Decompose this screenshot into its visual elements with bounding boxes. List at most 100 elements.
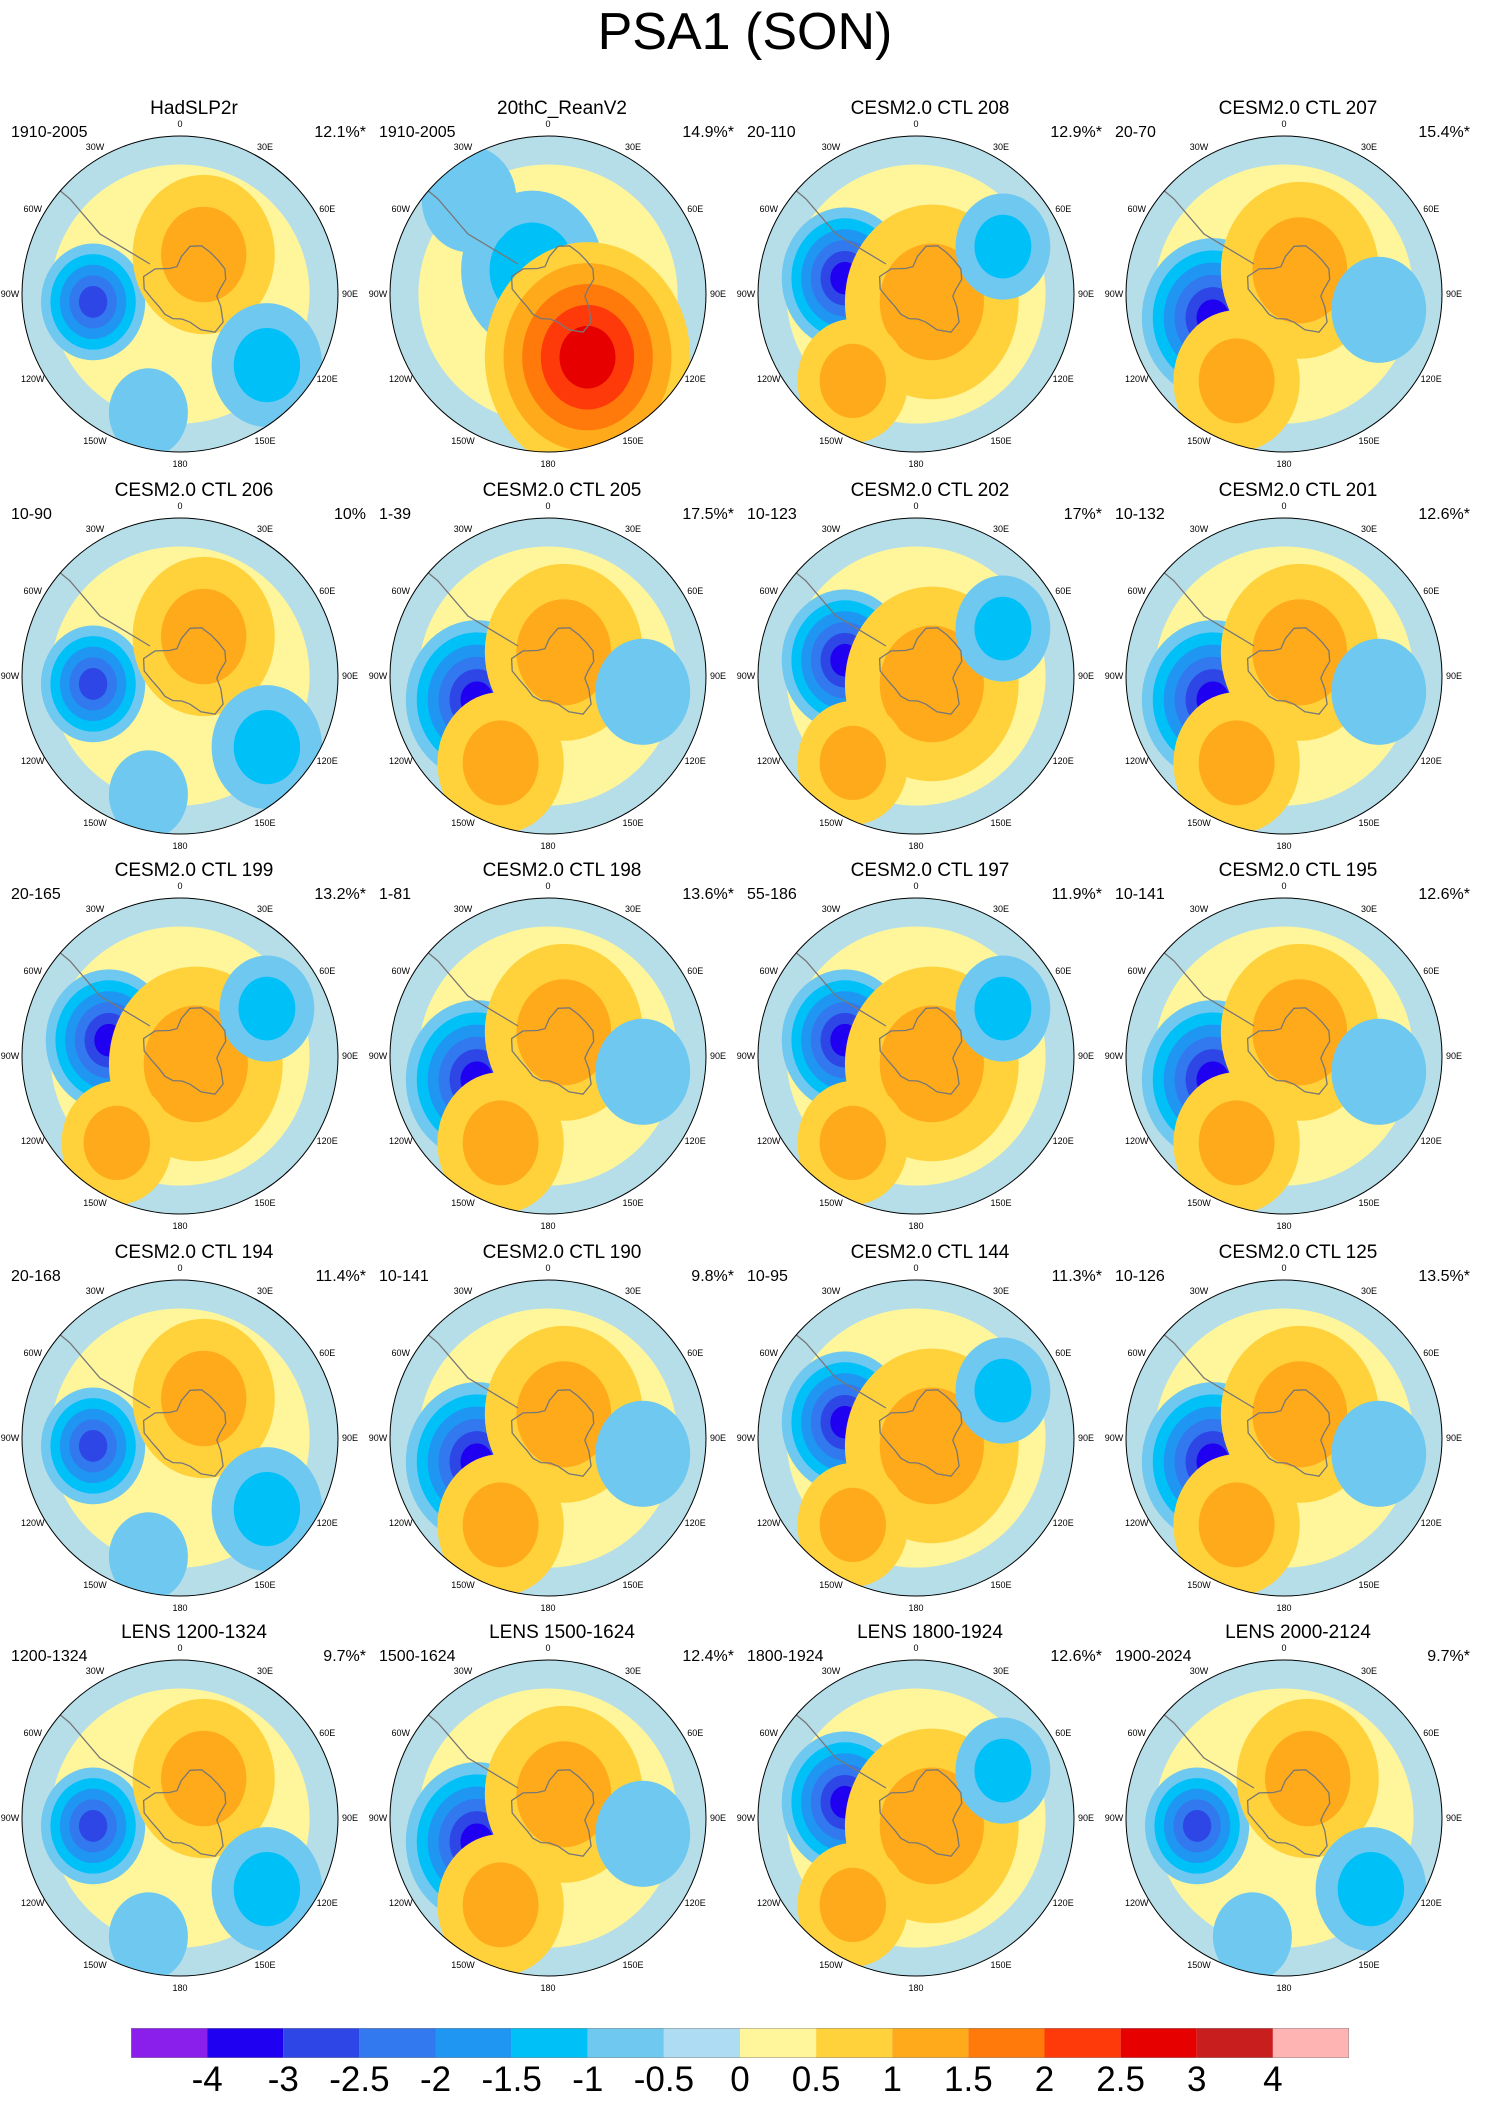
coastline xyxy=(1246,627,1331,715)
map-border xyxy=(21,897,339,1215)
longitude-label: 60W xyxy=(1128,966,1147,976)
longitude-label: 30W xyxy=(1190,1286,1209,1296)
panel-variance: 13.5%* xyxy=(1418,1268,1470,1285)
map-border xyxy=(21,135,339,453)
anomaly-contour xyxy=(974,1358,1032,1423)
colorbar-swatch xyxy=(892,2028,969,2058)
longitude-label: 150W xyxy=(451,1960,475,1970)
longitude-label: 60W xyxy=(1128,204,1147,214)
coastline xyxy=(878,627,963,715)
map-border xyxy=(1125,1659,1443,1977)
longitude-label: 120W xyxy=(757,1518,781,1528)
longitude-label: 60E xyxy=(1423,204,1439,214)
longitude-label: 120W xyxy=(21,1518,45,1528)
longitude-label: 60E xyxy=(1055,204,1071,214)
panel-period: 20-165 xyxy=(11,886,61,903)
longitude-label: 60W xyxy=(760,586,779,596)
longitude-label: 0 xyxy=(913,1263,918,1273)
anomaly-contour xyxy=(879,243,984,361)
longitude-label: 60E xyxy=(1423,586,1439,596)
longitude-label: 150W xyxy=(1187,818,1211,828)
longitude-label: 30E xyxy=(625,524,641,534)
longitude-label: 60W xyxy=(24,204,43,214)
longitude-label: 90E xyxy=(1078,289,1094,299)
colorbar-swatch xyxy=(587,2028,664,2058)
longitude-label: 30W xyxy=(86,1666,105,1676)
longitude-label: 30W xyxy=(822,524,841,534)
longitude-label: 180 xyxy=(172,459,187,469)
longitude-label: 60W xyxy=(760,1348,779,1358)
panel-period: 10-132 xyxy=(1115,506,1165,523)
coastline xyxy=(1246,1007,1331,1095)
coastline xyxy=(510,1007,595,1095)
colorbar-swatch xyxy=(1272,2028,1349,2058)
panel-period: 10-95 xyxy=(747,1268,788,1285)
anomaly-contour xyxy=(595,1018,691,1125)
longitude-label: 60E xyxy=(1055,586,1071,596)
longitude-label: 0 xyxy=(913,119,918,129)
anomaly-contour xyxy=(1198,338,1275,424)
longitude-label: 150E xyxy=(990,436,1011,446)
panel-period: 20-168 xyxy=(11,1268,61,1285)
anomaly-contour xyxy=(595,1400,691,1507)
longitude-label: 90E xyxy=(342,1813,358,1823)
longitude-label: 30W xyxy=(1190,142,1209,152)
longitude-label: 150W xyxy=(1187,436,1211,446)
anomaly-contour xyxy=(819,343,886,419)
longitude-label: 150E xyxy=(254,436,275,446)
longitude-label: 120E xyxy=(317,1136,338,1146)
longitude-label: 180 xyxy=(908,459,923,469)
longitude-label: 150E xyxy=(990,818,1011,828)
map-border xyxy=(757,1659,1075,1977)
anomaly-contour xyxy=(108,1512,188,1596)
longitude-label: 180 xyxy=(908,1221,923,1231)
longitude-label: 150E xyxy=(254,818,275,828)
anomaly-contour xyxy=(78,1809,108,1842)
anomaly-contour xyxy=(462,1100,539,1186)
longitude-label: 30E xyxy=(1361,142,1377,152)
longitude-label: 120E xyxy=(1421,374,1442,384)
map-panel: CESM2.0 CTL 198 1-81 13.6%* 0 30E 60E 90E 120E 1… xyxy=(369,860,748,1240)
longitude-label: 120E xyxy=(1053,1898,1074,1908)
anomaly-contour xyxy=(161,1730,247,1827)
colorbar-label: 3 xyxy=(1187,2060,1207,2099)
longitude-label: 150W xyxy=(1187,1960,1211,1970)
anomaly-contour xyxy=(879,1387,984,1505)
panel-title: CESM2.0 CTL 201 xyxy=(1218,480,1378,501)
longitude-label: 150E xyxy=(1358,1960,1379,1970)
colorbar-swatch xyxy=(283,2028,360,2058)
longitude-label: 90E xyxy=(1446,671,1462,681)
map-panel: LENS 1800-1924 1800-1924 12.6%* 0 30E 60E 90E 1… xyxy=(737,1622,1116,2002)
panel-variance: 11.9%* xyxy=(1051,886,1102,903)
longitude-label: 60E xyxy=(687,586,703,596)
longitude-label: 90E xyxy=(342,671,358,681)
polar-map: 0 30E 60E 90E 120E 150E 180 150W 120W 90W 60W 30W xyxy=(737,1643,1094,1993)
coastline xyxy=(510,1389,595,1477)
longitude-label: 60E xyxy=(687,966,703,976)
longitude-label: 150W xyxy=(83,436,107,446)
colorbar-swatch xyxy=(816,2028,893,2058)
longitude-label: 30W xyxy=(1190,1666,1209,1676)
panel-variance: 14.9%* xyxy=(682,124,734,141)
anomaly-contour xyxy=(1265,1730,1351,1827)
panel-title: CESM2.0 CTL 125 xyxy=(1218,1242,1378,1263)
map-border xyxy=(1125,897,1443,1215)
longitude-label: 60E xyxy=(319,586,335,596)
map-panel: CESM2.0 CTL 201 10-132 12.6%* 0 30E 60E 90E 120… xyxy=(1105,480,1484,860)
longitude-label: 120W xyxy=(1125,1898,1149,1908)
panel-period: 10-141 xyxy=(1115,886,1165,903)
anomaly-contour xyxy=(516,1361,612,1468)
map-panel: CESM2.0 CTL 205 1-39 17.5%* 0 30E 60E 90E 120E 1… xyxy=(369,480,748,860)
longitude-label: 90E xyxy=(1446,1433,1462,1443)
anomaly-contour xyxy=(161,588,247,685)
longitude-label: 180 xyxy=(1276,1603,1291,1613)
panel-title: CESM2.0 CTL 199 xyxy=(114,860,274,881)
longitude-label: 0 xyxy=(177,1643,182,1653)
coastline xyxy=(1246,1389,1331,1477)
anomaly-contour xyxy=(462,1862,539,1948)
panel-title: CESM2.0 CTL 206 xyxy=(114,480,274,501)
panel-variance: 15.4%* xyxy=(1418,124,1470,141)
longitude-label: 0 xyxy=(545,501,550,511)
longitude-label: 30E xyxy=(993,1666,1009,1676)
longitude-label: 30W xyxy=(86,1286,105,1296)
